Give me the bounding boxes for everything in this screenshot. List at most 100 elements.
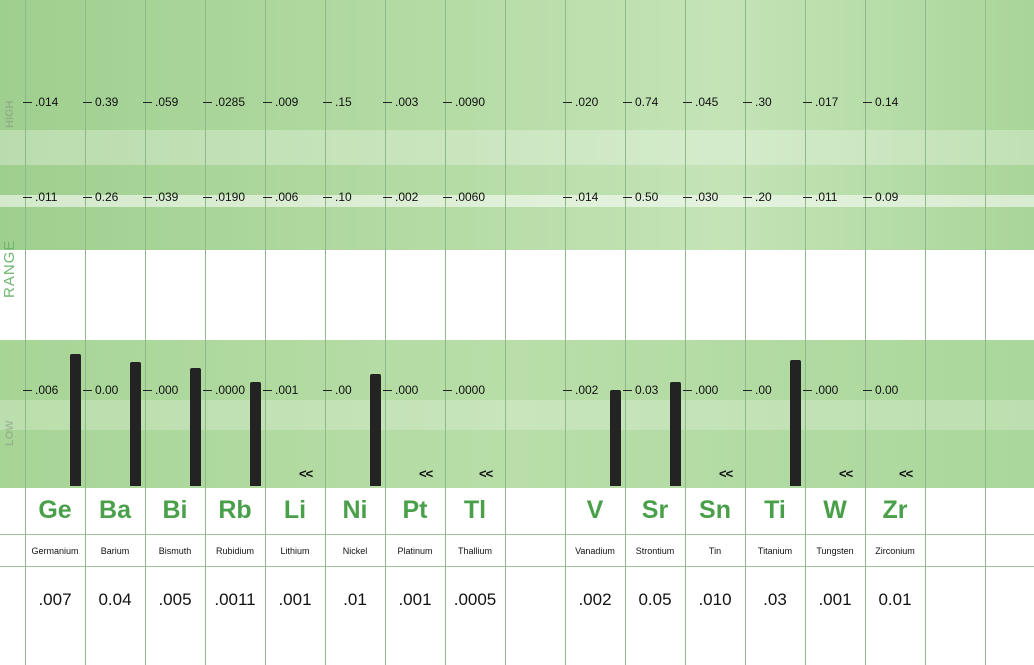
element-value: .001 <box>398 590 432 609</box>
element-name: Strontium <box>635 546 675 556</box>
row-divider <box>0 534 1034 535</box>
range-tick <box>203 197 212 198</box>
range-tick <box>803 390 812 391</box>
element-symbol: Ti <box>764 496 786 524</box>
grid-line <box>325 0 326 665</box>
band-divider <box>0 195 1034 207</box>
element-value: .002 <box>578 590 612 609</box>
range-value: .020 <box>575 95 599 109</box>
value-bar <box>610 390 621 486</box>
range-value: .039 <box>155 190 179 204</box>
range-tick <box>323 102 332 103</box>
range-value: 0.09 <box>875 190 899 204</box>
range-tick <box>863 102 872 103</box>
range-tick <box>683 197 692 198</box>
range-axis-label: RANGE <box>1 239 18 298</box>
range-value: 0.50 <box>635 190 659 204</box>
range-tick <box>803 197 812 198</box>
value-bar <box>250 382 261 486</box>
range-value: .003 <box>395 95 419 109</box>
grid-line <box>265 0 266 665</box>
element-name: Rubidium <box>215 546 255 556</box>
grid-line <box>865 0 866 665</box>
range-value: .0060 <box>455 190 486 204</box>
range-value: 0.26 <box>95 190 119 204</box>
range-value: .006 <box>275 190 299 204</box>
element-name: Barium <box>100 546 130 556</box>
range-value: .000 <box>815 383 839 397</box>
range-tick <box>23 197 32 198</box>
element-symbol: Sr <box>641 496 669 524</box>
range-value: .30 <box>755 95 772 109</box>
range-value: .10 <box>335 190 352 204</box>
value-bar <box>370 374 381 486</box>
range-tick <box>383 102 392 103</box>
range-tick <box>203 390 212 391</box>
grid-line <box>925 0 926 665</box>
element-value: .001 <box>278 590 312 609</box>
range-value: .045 <box>695 95 719 109</box>
grid-line <box>745 0 746 665</box>
value-bar <box>790 360 801 486</box>
high-axis-label: HIGH <box>4 100 16 129</box>
element-name: Thallium <box>457 546 492 556</box>
element-symbol: W <box>823 496 847 524</box>
range-tick <box>263 390 272 391</box>
value-bar <box>70 354 81 486</box>
grid-line <box>85 0 86 665</box>
range-value: 0.14 <box>875 95 899 109</box>
element-name: Platinum <box>397 546 433 556</box>
grid-line <box>505 0 506 665</box>
range-value: .011 <box>815 190 838 204</box>
range-value: .0000 <box>455 383 486 397</box>
element-name: Titanium <box>757 546 793 556</box>
below-range-marker: << <box>479 466 493 481</box>
element-name: Tungsten <box>816 546 854 556</box>
range-value: .017 <box>815 95 839 109</box>
range-tick <box>143 197 152 198</box>
range-tick <box>263 197 272 198</box>
element-symbol: Pt <box>402 496 428 524</box>
range-tick <box>263 102 272 103</box>
range-tick <box>563 390 572 391</box>
range-value: 0.00 <box>875 383 899 397</box>
grid-line <box>145 0 146 665</box>
range-value: .030 <box>695 190 719 204</box>
element-value: .0005 <box>453 590 497 609</box>
grid-line <box>445 0 446 665</box>
range-tick <box>83 102 92 103</box>
range-tick <box>743 390 752 391</box>
range-value: 0.39 <box>95 95 119 109</box>
element-symbol: Ba <box>99 496 131 524</box>
range-tick <box>383 390 392 391</box>
range-value: .00 <box>755 383 772 397</box>
range-value: .006 <box>35 383 59 397</box>
range-value: 0.00 <box>95 383 119 397</box>
element-symbol: Ge <box>38 496 72 524</box>
range-value: .15 <box>335 95 352 109</box>
element-value: .03 <box>763 590 787 609</box>
range-tick <box>563 102 572 103</box>
range-tick <box>323 197 332 198</box>
high-range-band <box>0 0 1034 250</box>
range-value: 0.74 <box>635 95 659 109</box>
range-value: .0000 <box>215 383 246 397</box>
range-value: .000 <box>695 383 719 397</box>
row-divider <box>0 566 1034 567</box>
element-value: 0.05 <box>638 590 672 609</box>
element-name: Lithium <box>280 546 310 556</box>
range-tick <box>443 390 452 391</box>
range-value: .014 <box>35 95 59 109</box>
grid-line <box>685 0 686 665</box>
element-name: Vanadium <box>575 546 615 556</box>
range-value: .00 <box>335 383 352 397</box>
below-range-marker: << <box>419 466 433 481</box>
range-tick <box>863 390 872 391</box>
range-value: .011 <box>35 190 58 204</box>
element-symbol: Ni <box>342 496 368 524</box>
grid-line <box>25 0 26 665</box>
range-value: .002 <box>575 383 599 397</box>
range-value: .0190 <box>215 190 246 204</box>
range-tick <box>23 390 32 391</box>
